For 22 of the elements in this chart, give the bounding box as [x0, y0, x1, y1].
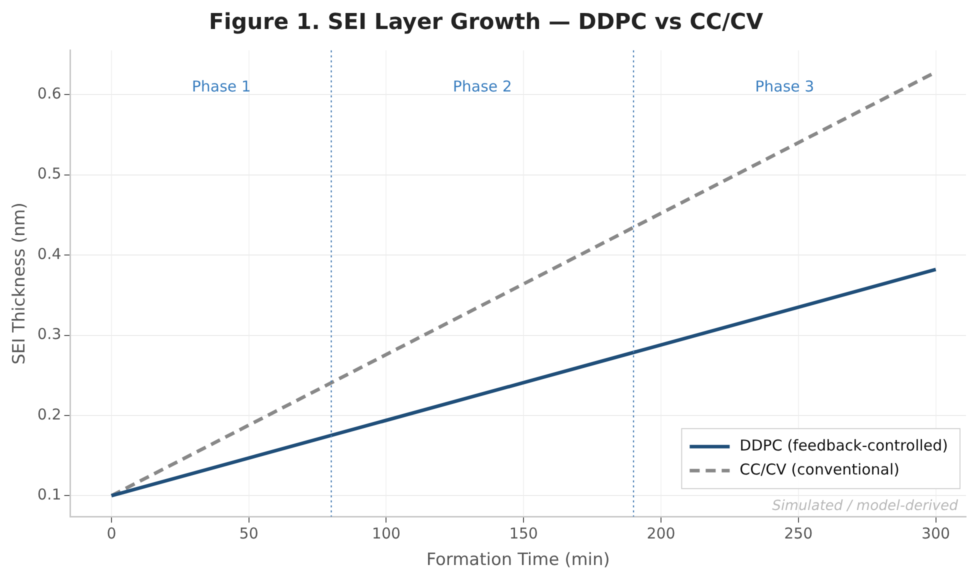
chart-title: Figure 1. SEI Layer Growth — DDPC vs CC/CV [208, 10, 764, 35]
x-axis-title: Formation Time (min) [426, 550, 610, 570]
x-tick-label: 0 [106, 524, 116, 542]
annotation: Phase 1 [192, 77, 251, 96]
x-tick-label: 200 [646, 524, 676, 542]
x-tick-label: 100 [372, 524, 401, 542]
y-tick-label: 0.3 [37, 325, 62, 344]
y-tick-label: 0.6 [37, 84, 62, 102]
y-axis-title: SEI Thickness (nm) [10, 202, 30, 364]
x-tick-label: 300 [921, 524, 950, 542]
y-tick-label: 0.4 [37, 244, 62, 263]
legend-label: DDPC (feedback-controlled) [740, 436, 948, 454]
annotation: Phase 3 [755, 77, 814, 96]
y-tick-label: 0.5 [37, 164, 62, 183]
legend-label: CC/CV (conventional) [740, 460, 900, 478]
y-tick-label: 0.2 [37, 405, 62, 424]
y-tick-label: 0.1 [37, 486, 62, 504]
x-tick-label: 50 [239, 524, 258, 542]
annotation: Phase 2 [452, 77, 512, 96]
annotation: Simulated / model-derived [772, 498, 958, 514]
x-tick-label: 150 [509, 524, 538, 542]
x-tick-label: 250 [784, 524, 813, 542]
